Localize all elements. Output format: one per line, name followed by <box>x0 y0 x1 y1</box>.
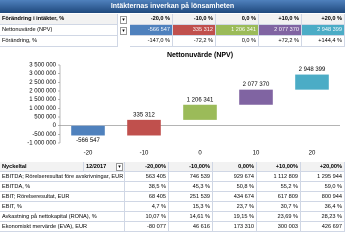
value-cell: 335 312 <box>173 25 216 36</box>
value-cell: 2 077 370 <box>259 25 302 36</box>
value-cell: 563 405 <box>125 172 169 182</box>
value-cell: 251 539 <box>169 192 213 202</box>
data-label: -566 547 <box>76 138 100 144</box>
y-tick-label: 1 000 000 <box>29 106 56 112</box>
value-cell: -72,2 % <box>173 36 216 47</box>
header-cell: 0,00% <box>213 162 257 172</box>
value-cell: +72,2 % <box>259 36 302 47</box>
value-cell: 14,61 % <box>169 212 213 222</box>
dropdown-button[interactable]: ▾ <box>120 26 127 35</box>
y-tick-label: 3 500 000 <box>29 63 56 69</box>
chart: Nettonuvärde (NPV) -1 000 000 -500 000 0 50… <box>27 52 340 157</box>
value-cell: 23,69 % <box>257 212 301 222</box>
data-label: 335 312 <box>133 112 155 118</box>
value-cell: 28,23 % <box>301 212 345 222</box>
row-label: Förändring, % <box>0 36 118 47</box>
header-cell: -10,00% <box>169 162 213 172</box>
header-cell: +20,0 % <box>302 14 345 25</box>
value-cell: -566 547 <box>130 25 173 36</box>
sheet-title: Intäkternas inverkan på lönsamheten <box>0 0 345 13</box>
value-cell: 46 616 <box>169 222 213 232</box>
header-label: Nyckeltal <box>0 162 84 172</box>
value-cell: 50,8 % <box>213 182 257 192</box>
value-cell: 59,0 % <box>301 182 345 192</box>
dropdown-button[interactable]: ▾ <box>116 163 123 171</box>
row-label: Nettonuvärde (NPV) <box>0 25 118 36</box>
value-cell: 2 948 399 <box>302 25 345 36</box>
value-cell: 173 310 <box>213 222 257 232</box>
value-cell: 1 112 809 <box>257 172 301 182</box>
bar <box>239 89 273 105</box>
row-label: EBITDA, % <box>0 182 125 192</box>
header-cell: -10,0 % <box>173 14 216 25</box>
dropdown-button[interactable]: ▾ <box>120 15 127 24</box>
value-cell: 746 539 <box>169 172 213 182</box>
value-cell: 4,7 % <box>125 202 169 212</box>
value-cell: 45,3 % <box>169 182 213 192</box>
data-label: 2 948 399 <box>299 67 326 73</box>
value-cell: 300 003 <box>257 222 301 232</box>
value-cell: 800 944 <box>301 192 345 202</box>
value-cell: 434 674 <box>213 192 257 202</box>
value-cell: 0,0 % <box>216 36 259 47</box>
data-label: 1 206 341 <box>187 97 214 103</box>
value-cell: 36,4 % <box>301 202 345 212</box>
header-cell: +10,0 % <box>259 14 302 25</box>
x-tick-label: 20 <box>309 151 316 157</box>
value-cell: 617 809 <box>257 192 301 202</box>
value-cell: 55,2 % <box>257 182 301 192</box>
x-tick-label: 10 <box>253 151 260 157</box>
value-cell: -147,0 % <box>130 36 173 47</box>
value-cell: -80 077 <box>125 222 169 232</box>
y-tick-label: -500 000 <box>32 132 56 138</box>
row-label: EBIT; Rörelseresultat, EUR <box>0 192 125 202</box>
header-label: Förändring i intäkter, % <box>0 14 118 25</box>
y-tick-label: 1 500 000 <box>29 97 56 103</box>
bar <box>71 125 105 136</box>
value-cell: 426 697 <box>301 222 345 232</box>
header-cell: 0,0 % <box>216 14 259 25</box>
period-cell: 12/2017 <box>84 162 125 172</box>
value-cell: 1 206 341 <box>216 25 259 36</box>
value-cell: 30,7 % <box>257 202 301 212</box>
row-label: EBITDA; Rörelseresultat före avskrivning… <box>0 172 125 182</box>
header-cell: +20,00% <box>301 162 345 172</box>
value-cell: 23,7 % <box>213 202 257 212</box>
data-label: 2 077 370 <box>243 82 270 88</box>
chart-title: Nettonuvärde (NPV) <box>167 52 233 59</box>
header-cell: -20,0 % <box>130 14 173 25</box>
x-tick-label: -10 <box>140 151 149 157</box>
value-cell: 1 295 944 <box>301 172 345 182</box>
value-cell: 10,07 % <box>125 212 169 222</box>
header-cell: +10,00% <box>257 162 301 172</box>
x-tick-label: 0 <box>198 151 202 157</box>
row-label: Avkastning på nettokapital (RONA), % <box>0 212 125 222</box>
x-tick-label: -20 <box>84 151 93 157</box>
y-tick-label: -1 000 000 <box>27 141 56 147</box>
bar <box>127 119 161 136</box>
y-tick-label: 500 000 <box>34 115 56 121</box>
value-cell: 19,15 % <box>213 212 257 222</box>
y-tick-label: 2 000 000 <box>29 89 56 95</box>
row-label: EBIT, % <box>0 202 125 212</box>
y-tick-label: 3 000 000 <box>29 71 56 77</box>
bar <box>183 104 217 120</box>
row-label: Ekonomiskt mervärde (EVA), EUR <box>0 222 125 232</box>
value-cell: 15,3 % <box>169 202 213 212</box>
value-cell: +144,4 % <box>302 36 345 47</box>
value-cell: 38,5 % <box>125 182 169 192</box>
value-cell: 929 674 <box>213 172 257 182</box>
value-cell: 68 405 <box>125 192 169 202</box>
y-tick-label: 0 <box>53 123 57 129</box>
header-cell: -20,00% <box>125 162 169 172</box>
y-tick-label: 2 500 000 <box>29 80 56 86</box>
bar <box>295 74 329 90</box>
